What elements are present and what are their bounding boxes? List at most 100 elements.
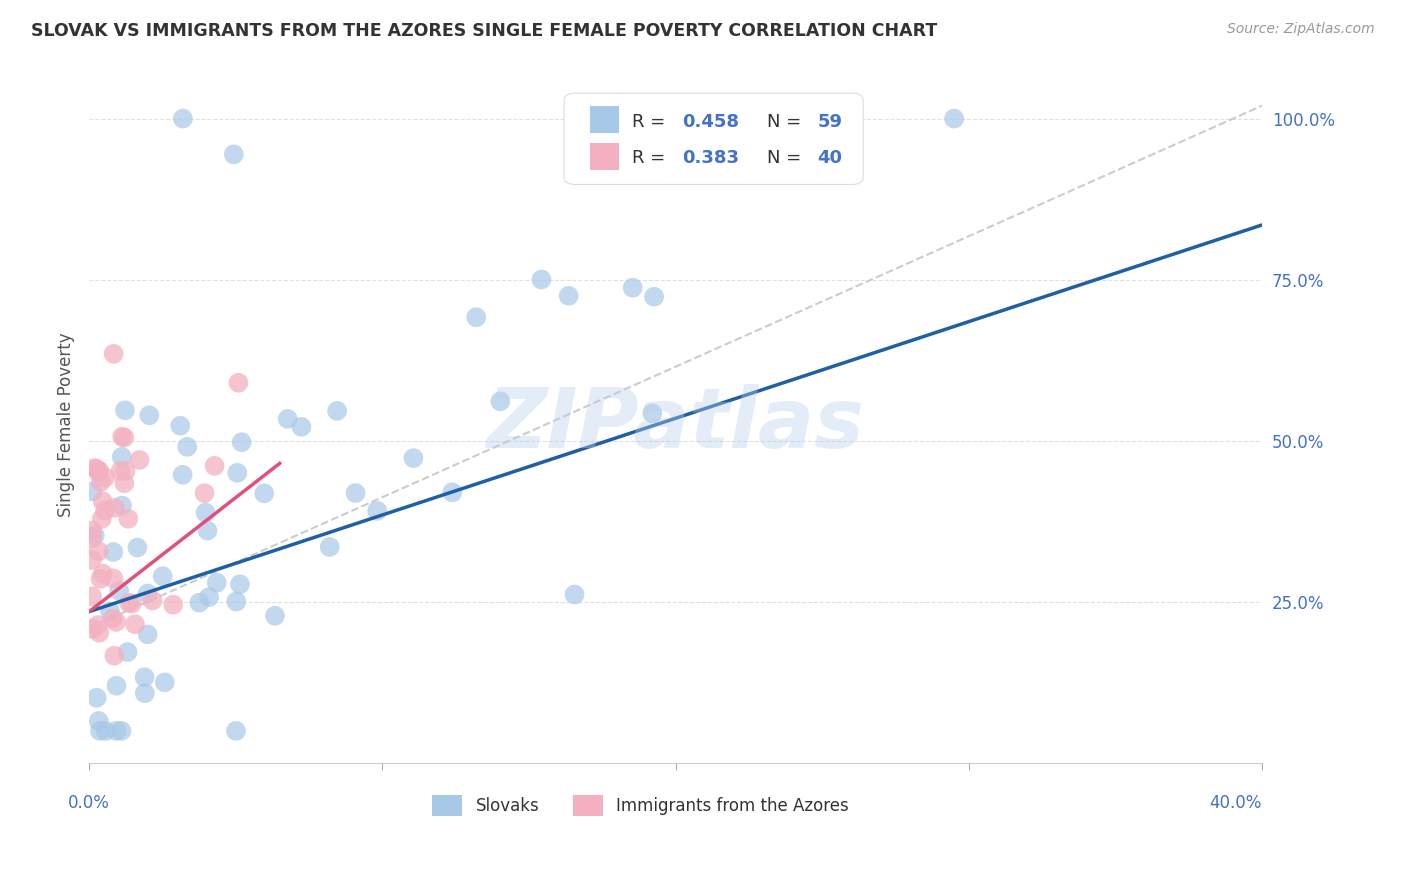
- Point: [253, 486, 276, 500]
- Point: [118, 596, 141, 610]
- Point: [621, 281, 644, 295]
- Point: [124, 617, 146, 632]
- Point: [326, 404, 349, 418]
- Bar: [591, 143, 619, 170]
- Point: [110, 464, 132, 478]
- Point: [277, 412, 299, 426]
- Point: [153, 675, 176, 690]
- Point: [366, 504, 388, 518]
- Point: [108, 583, 131, 598]
- Point: [344, 486, 367, 500]
- Point: [172, 112, 194, 126]
- Y-axis label: Single Female Poverty: Single Female Poverty: [58, 333, 75, 517]
- Point: [114, 403, 136, 417]
- Point: [80, 524, 103, 538]
- Text: N =: N =: [768, 113, 807, 131]
- Point: [198, 590, 221, 604]
- FancyBboxPatch shape: [564, 93, 863, 185]
- Point: [117, 512, 139, 526]
- Text: 0.458: 0.458: [682, 113, 740, 131]
- Point: [136, 627, 159, 641]
- Point: [86, 690, 108, 705]
- Point: [87, 466, 110, 480]
- Point: [89, 625, 111, 640]
- Point: [98, 605, 121, 619]
- Point: [111, 450, 134, 464]
- Point: [319, 540, 342, 554]
- Point: [169, 418, 191, 433]
- Text: R =: R =: [633, 149, 671, 167]
- Point: [134, 686, 156, 700]
- Point: [229, 577, 252, 591]
- Point: [402, 451, 425, 466]
- Point: [89, 723, 111, 738]
- Bar: [591, 105, 619, 133]
- Text: SLOVAK VS IMMIGRANTS FROM THE AZORES SINGLE FEMALE POVERTY CORRELATION CHART: SLOVAK VS IMMIGRANTS FROM THE AZORES SIN…: [31, 22, 938, 40]
- Point: [134, 670, 156, 684]
- Point: [225, 594, 247, 608]
- Point: [128, 453, 150, 467]
- Point: [112, 476, 135, 491]
- Point: [91, 494, 114, 508]
- Point: [82, 622, 104, 636]
- Point: [87, 714, 110, 728]
- Text: Source: ZipAtlas.com: Source: ZipAtlas.com: [1227, 22, 1375, 37]
- Point: [90, 475, 112, 489]
- Point: [489, 394, 512, 409]
- Point: [103, 571, 125, 585]
- Point: [136, 586, 159, 600]
- Point: [87, 463, 110, 477]
- Point: [94, 723, 117, 738]
- Point: [103, 545, 125, 559]
- Point: [121, 597, 143, 611]
- Text: 40: 40: [817, 149, 842, 167]
- Point: [138, 409, 160, 423]
- Point: [111, 499, 134, 513]
- Text: N =: N =: [768, 149, 807, 167]
- Point: [80, 553, 103, 567]
- Text: ZIPatlas: ZIPatlas: [486, 384, 865, 466]
- Text: 40.0%: 40.0%: [1209, 794, 1263, 812]
- Point: [194, 506, 217, 520]
- Point: [193, 486, 215, 500]
- Point: [91, 566, 114, 581]
- Point: [225, 723, 247, 738]
- Point: [111, 429, 134, 443]
- Point: [441, 485, 464, 500]
- Text: 59: 59: [817, 113, 842, 131]
- Point: [530, 272, 553, 286]
- Point: [80, 531, 103, 545]
- Point: [83, 461, 105, 475]
- Point: [643, 290, 665, 304]
- Point: [197, 524, 219, 538]
- Point: [222, 147, 245, 161]
- Point: [176, 440, 198, 454]
- Point: [86, 462, 108, 476]
- Point: [105, 723, 128, 738]
- Point: [557, 289, 579, 303]
- Point: [117, 645, 139, 659]
- Text: 0.383: 0.383: [682, 149, 740, 167]
- Text: R =: R =: [633, 113, 671, 131]
- Point: [641, 406, 664, 420]
- Point: [83, 528, 105, 542]
- Point: [80, 589, 103, 603]
- Point: [231, 435, 253, 450]
- Point: [87, 544, 110, 558]
- Legend: Slovaks, Immigrants from the Azores: Slovaks, Immigrants from the Azores: [426, 789, 855, 822]
- Point: [94, 470, 117, 484]
- Point: [162, 598, 184, 612]
- Point: [127, 541, 149, 555]
- Point: [112, 431, 135, 445]
- Point: [104, 500, 127, 515]
- Point: [103, 648, 125, 663]
- Point: [90, 512, 112, 526]
- Point: [141, 593, 163, 607]
- Point: [226, 466, 249, 480]
- Point: [228, 376, 250, 390]
- Point: [205, 575, 228, 590]
- Point: [264, 608, 287, 623]
- Point: [290, 419, 312, 434]
- Point: [101, 611, 124, 625]
- Point: [105, 615, 128, 629]
